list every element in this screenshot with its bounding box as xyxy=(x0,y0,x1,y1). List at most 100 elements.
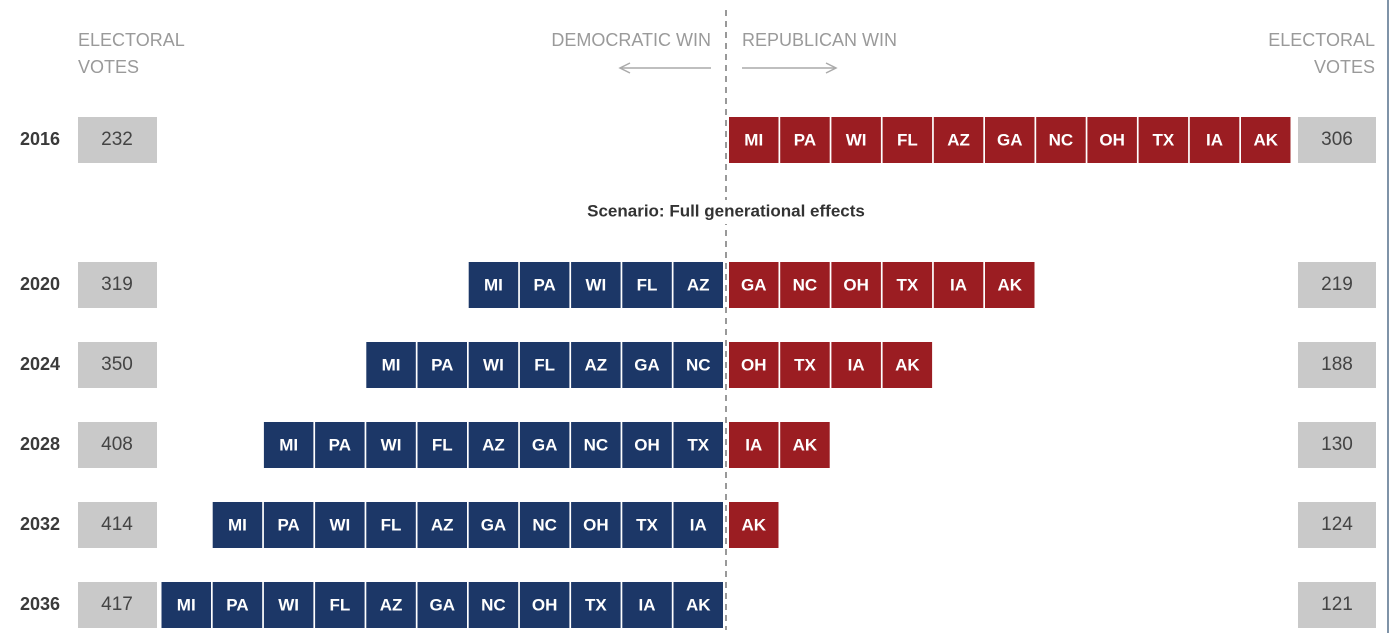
state-code: TX xyxy=(896,275,918,294)
dem-state xyxy=(519,262,570,308)
state-code: AK xyxy=(895,355,920,374)
state-code: WI xyxy=(585,275,606,294)
vote-box xyxy=(1298,342,1376,388)
state-code: MI xyxy=(279,435,298,454)
year: 2036 xyxy=(20,594,60,614)
state-code: IA xyxy=(1206,130,1223,149)
dem-state xyxy=(468,422,519,468)
arrows xyxy=(618,62,838,74)
vote-box xyxy=(1298,422,1376,468)
state-code: GA xyxy=(741,275,767,294)
state-code: GA xyxy=(997,130,1023,149)
state-code: FL xyxy=(637,275,658,294)
dem-state xyxy=(417,342,467,388)
dem-state xyxy=(673,422,723,468)
dem-votes: 417 xyxy=(101,594,133,615)
dem-state xyxy=(417,502,467,548)
state-code: PA xyxy=(277,515,299,534)
dem-state xyxy=(622,582,672,628)
state-code: OH xyxy=(843,275,869,294)
dem-state xyxy=(673,342,723,388)
dem-state xyxy=(519,582,570,628)
vote-box xyxy=(1298,502,1376,548)
year: 2032 xyxy=(20,514,60,534)
state-code: NC xyxy=(532,515,557,534)
rep-state xyxy=(882,117,933,163)
rep-state xyxy=(1138,117,1189,163)
state-code: TX xyxy=(636,515,658,534)
rep-votes: 130 xyxy=(1321,434,1353,455)
state-code: FL xyxy=(897,130,918,149)
dem-state xyxy=(212,502,263,548)
vote-box xyxy=(1298,117,1376,163)
rep-state xyxy=(1036,117,1086,163)
state-code: AZ xyxy=(585,355,608,374)
vote-box xyxy=(1298,582,1376,628)
dem-state xyxy=(468,262,519,308)
state-code: NC xyxy=(1049,130,1074,149)
dem-state xyxy=(519,422,570,468)
rep-state xyxy=(729,117,779,163)
dem-votes: 232 xyxy=(101,129,133,150)
scenario-label: Scenario: Full generational effects xyxy=(587,201,865,220)
dem-state xyxy=(673,502,723,548)
dem-state xyxy=(468,342,519,388)
vote-box xyxy=(78,342,157,388)
vote-box xyxy=(78,582,157,628)
dem-state xyxy=(622,342,672,388)
state-code: PA xyxy=(794,130,816,149)
state-code: GA xyxy=(532,435,558,454)
state-code: WI xyxy=(381,435,402,454)
dem-state xyxy=(366,582,416,628)
state-code: TX xyxy=(1152,130,1174,149)
state-code: IA xyxy=(745,435,762,454)
state-code: TX xyxy=(687,435,709,454)
dem-state xyxy=(571,262,621,308)
rep-state xyxy=(882,342,933,388)
rep-state xyxy=(780,422,830,468)
rep-votes: 219 xyxy=(1321,274,1353,295)
dem-label: DEMOCRATIC WIN xyxy=(551,30,711,50)
state-code: TX xyxy=(585,595,607,614)
state-code: WI xyxy=(483,355,504,374)
dem-state xyxy=(161,582,211,628)
dem-state xyxy=(315,502,365,548)
right-header: ELECTORAL xyxy=(1268,30,1375,50)
dem-votes: 414 xyxy=(101,514,133,535)
rep-state xyxy=(729,422,779,468)
dem-state xyxy=(673,582,723,628)
state-code: NC xyxy=(481,595,506,614)
dem-state xyxy=(366,422,416,468)
vote-box xyxy=(78,502,157,548)
dem-state xyxy=(622,502,672,548)
dem-state xyxy=(315,582,365,628)
state-code: NC xyxy=(686,355,711,374)
state-code: AK xyxy=(1253,130,1278,149)
dem-state xyxy=(622,422,672,468)
vote-box xyxy=(1298,262,1376,308)
left-header: ELECTORAL xyxy=(78,30,185,50)
state-code: GA xyxy=(481,515,507,534)
dem-state xyxy=(571,502,621,548)
state-code: PA xyxy=(533,275,555,294)
dem-state xyxy=(366,502,416,548)
rep-state xyxy=(1241,117,1291,163)
state-code: OH xyxy=(583,515,609,534)
state-code: AK xyxy=(997,275,1022,294)
dem-votes: 350 xyxy=(101,354,133,375)
rep-state xyxy=(780,262,830,308)
dem-state xyxy=(622,262,672,308)
state-code: IA xyxy=(639,595,656,614)
state-code: PA xyxy=(431,355,453,374)
state-code: IA xyxy=(690,515,707,534)
dem-state xyxy=(366,342,416,388)
vote-box xyxy=(78,117,157,163)
dem-votes: 408 xyxy=(101,434,133,455)
vote-box xyxy=(78,422,157,468)
state-code: PA xyxy=(226,595,248,614)
dem-state xyxy=(263,422,314,468)
state-code: AK xyxy=(793,435,818,454)
dem-state xyxy=(571,342,621,388)
state-code: NC xyxy=(793,275,818,294)
